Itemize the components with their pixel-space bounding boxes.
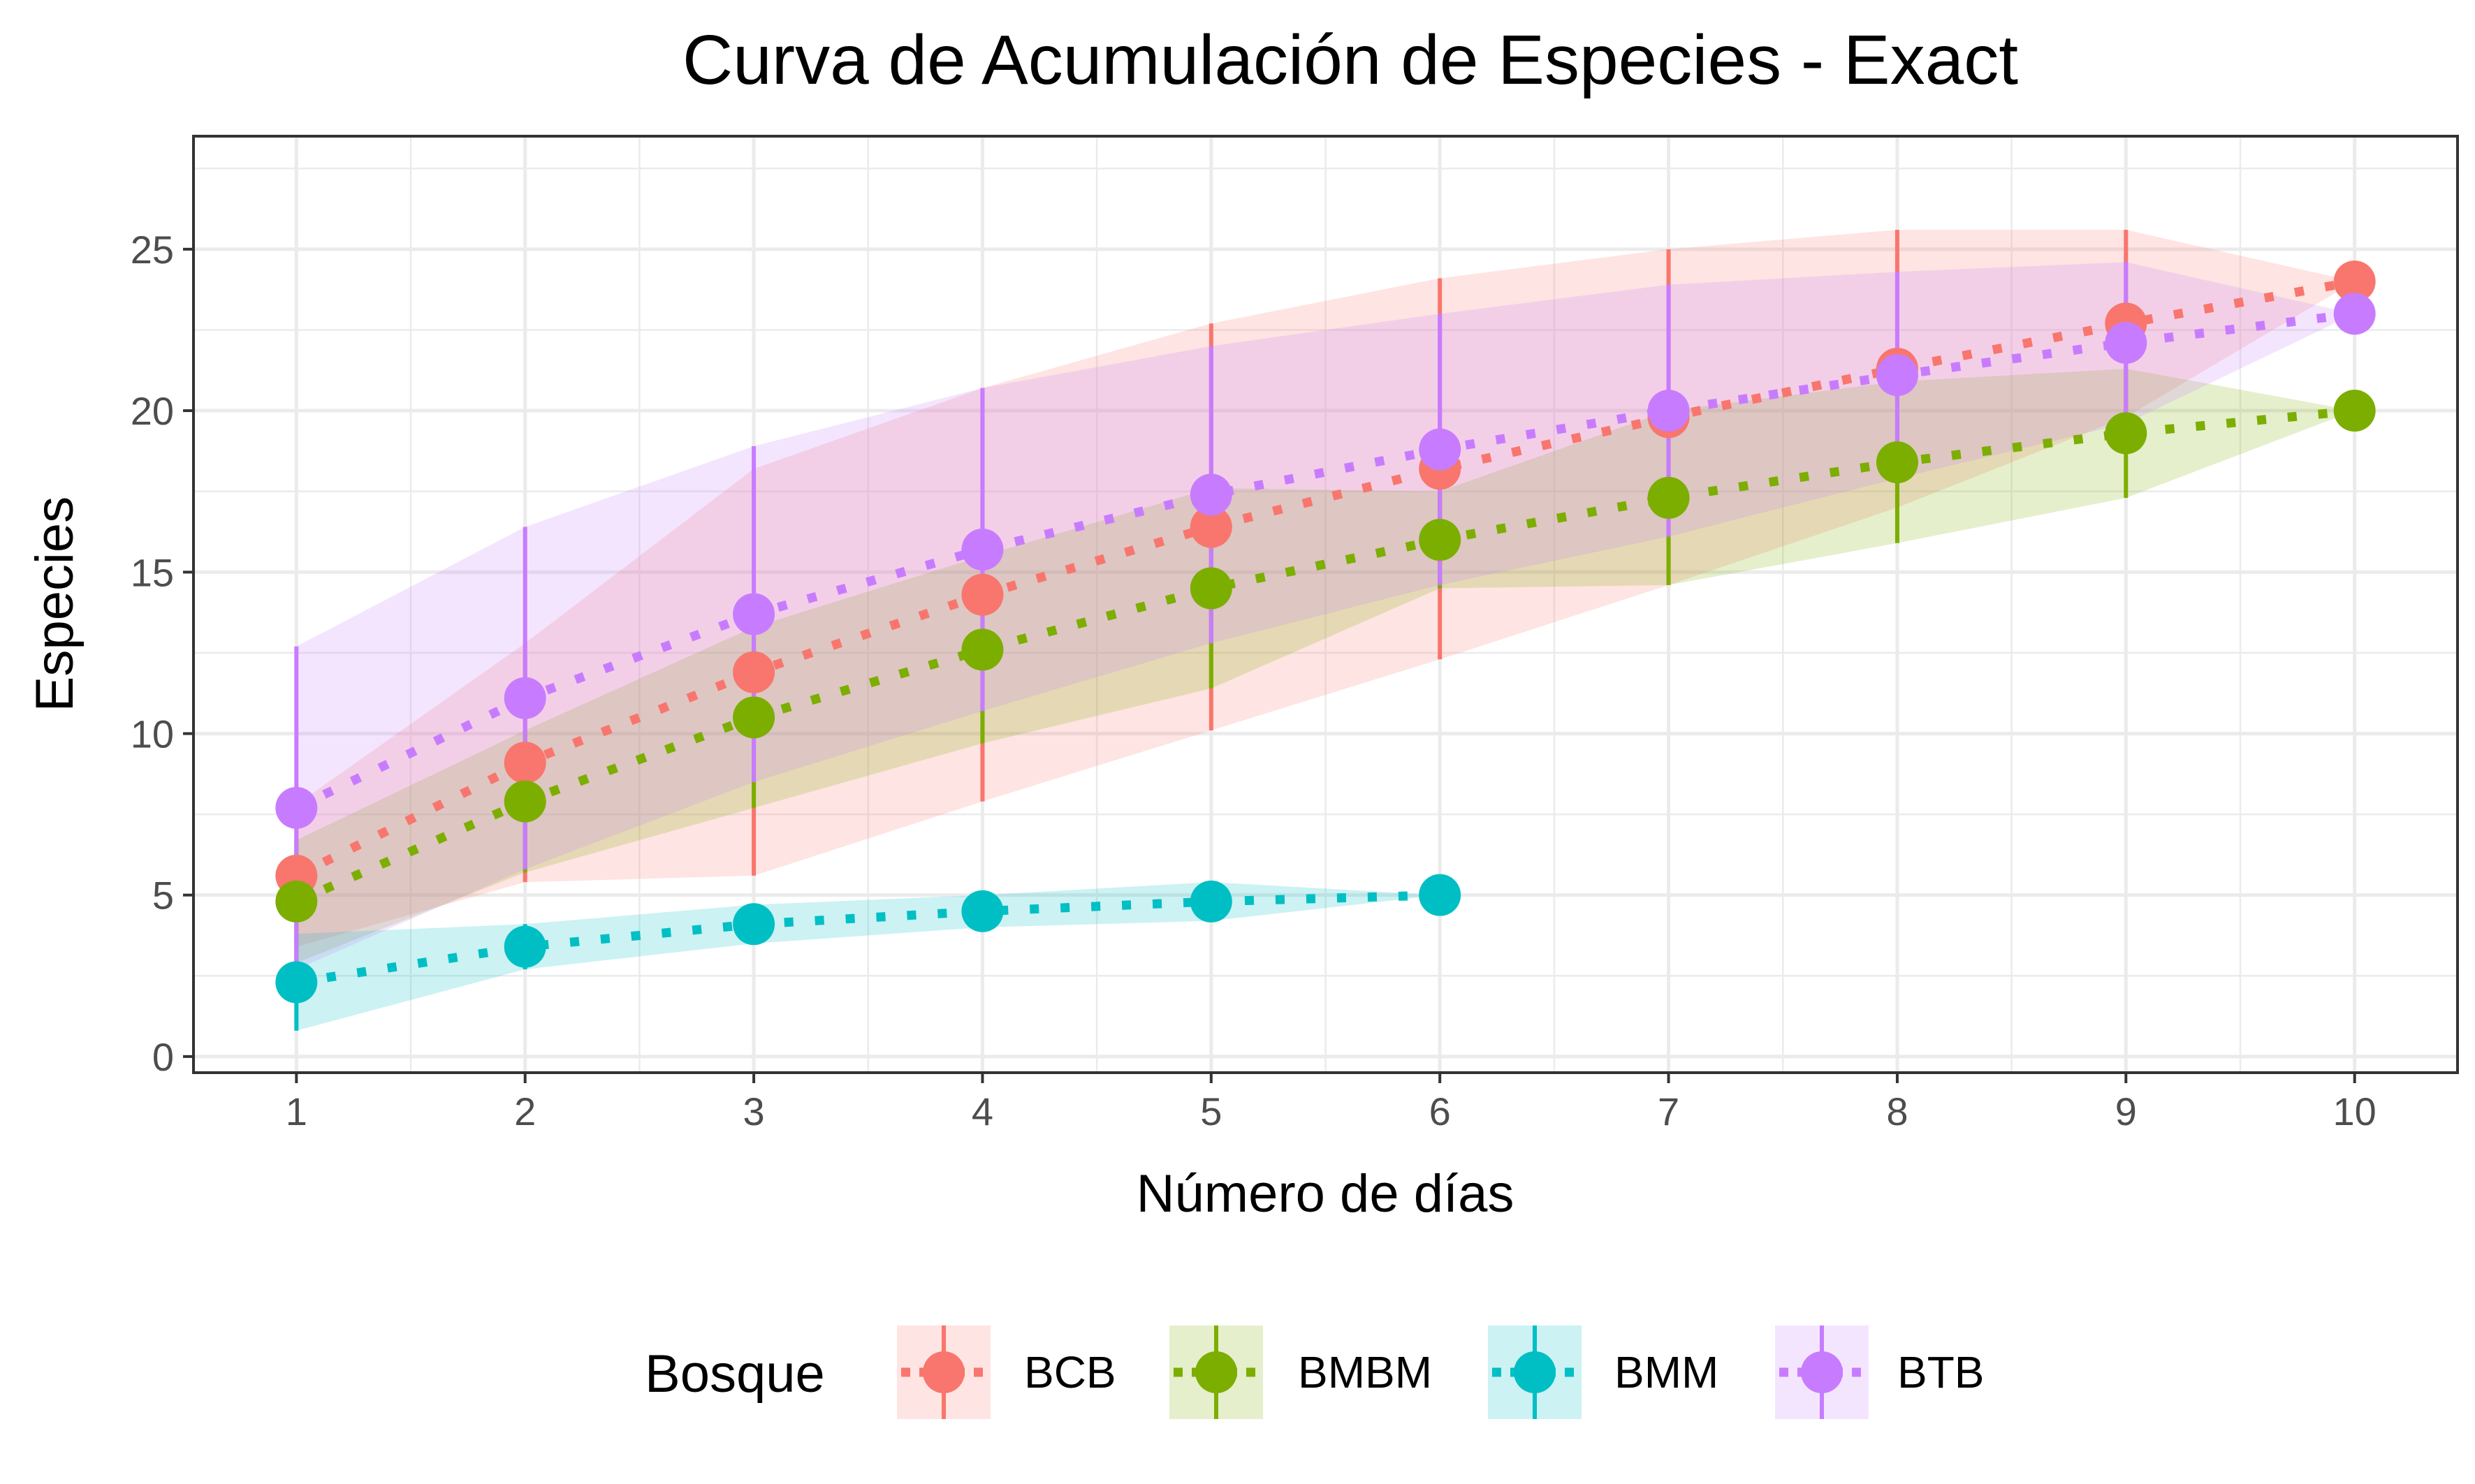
legend-key-point — [1195, 1351, 1237, 1393]
x-tick-label: 8 — [1886, 1089, 1908, 1133]
point-bcb — [733, 651, 775, 693]
y-tick-label: 10 — [131, 712, 174, 756]
x-tick-label: 9 — [2115, 1089, 2137, 1133]
legend-title: Bosque — [645, 1344, 825, 1404]
point-bmm — [961, 890, 1004, 932]
point-bcb — [2333, 260, 2376, 303]
ribbon-btb — [296, 262, 2355, 970]
x-tick-label: 2 — [514, 1089, 536, 1133]
point-bmbm — [275, 880, 318, 923]
legend-item-btb: BTB — [1775, 1325, 1984, 1419]
point-bmbm — [2105, 412, 2147, 455]
point-bmm — [1190, 880, 1232, 923]
y-tick-label: 5 — [152, 874, 174, 918]
legend-label-bmm: BMM — [1614, 1347, 1718, 1397]
y-tick-label: 0 — [152, 1035, 174, 1079]
x-tick-label: 6 — [1429, 1089, 1451, 1133]
line-bmbm — [294, 406, 2356, 906]
x-tick-label: 4 — [972, 1089, 993, 1133]
point-btb — [1876, 354, 1918, 397]
point-bmbm — [1647, 476, 1690, 519]
legend: Bosque BCB BMBM BMM BTB — [645, 1325, 1984, 1419]
point-bcb — [1190, 506, 1232, 548]
point-bmbm — [2333, 390, 2376, 432]
point-btb — [2333, 293, 2376, 335]
point-bmbm — [1419, 519, 1461, 561]
legend-key-point — [923, 1351, 965, 1393]
ribbon-bmbm — [296, 368, 2355, 963]
point-btb — [1190, 473, 1232, 516]
y-tick-label: 15 — [131, 550, 174, 594]
legend-key-point — [1801, 1351, 1843, 1393]
line-layer — [294, 277, 2356, 987]
point-bcb — [961, 573, 1004, 616]
point-bmm — [1419, 874, 1461, 916]
point-btb — [275, 786, 318, 829]
point-layer — [275, 260, 2376, 1004]
legend-item-bmm: BMM — [1488, 1325, 1718, 1419]
point-bmm — [733, 903, 775, 946]
point-bmbm — [1190, 567, 1232, 610]
legend-label-bmbm: BMBM — [1298, 1347, 1432, 1397]
point-bcb — [504, 742, 546, 784]
chart-title: Curva de Acumulación de Especies - Exact — [682, 21, 2018, 99]
legend-label-bcb: BCB — [1024, 1347, 1116, 1397]
x-tick-label: 5 — [1200, 1089, 1222, 1133]
point-btb — [504, 677, 546, 719]
point-bmm — [275, 961, 318, 1004]
y-axis-title: Especies — [25, 497, 85, 712]
point-bmbm — [733, 696, 775, 739]
x-axis-title: Número de días — [1137, 1164, 1514, 1224]
ribbon-bmm — [296, 882, 1440, 1031]
x-tick-label: 3 — [743, 1089, 764, 1133]
y-tick-label: 25 — [131, 228, 174, 272]
ribbon-layer — [296, 230, 2355, 1031]
plot-border — [192, 135, 2459, 1074]
line-bmm — [295, 890, 1440, 987]
y-tick-label: 20 — [131, 389, 174, 433]
legend-item-bmbm: BMBM — [1169, 1325, 1432, 1419]
point-btb — [733, 593, 775, 636]
point-btb — [961, 528, 1004, 571]
point-bmbm — [1876, 441, 1918, 484]
x-tick-label: 1 — [286, 1089, 307, 1133]
point-bmbm — [504, 780, 546, 823]
x-tick-label: 10 — [2333, 1089, 2377, 1133]
point-btb — [1647, 390, 1690, 432]
x-tick-label: 7 — [1658, 1089, 1679, 1133]
legend-key-point — [1514, 1351, 1556, 1393]
legend-label-btb: BTB — [1897, 1347, 1984, 1397]
point-btb — [2105, 321, 2147, 364]
ribbon-bcb — [296, 230, 2355, 947]
point-bmbm — [961, 629, 1004, 671]
line-btb — [294, 309, 2356, 812]
legend-item-bcb: BCB — [897, 1325, 1116, 1419]
point-bmm — [504, 925, 546, 968]
axis-layer: 1 2 3 4 5 6 7 8 9 10 0 5 10 15 20 25 — [131, 228, 2377, 1133]
point-btb — [1419, 428, 1461, 471]
